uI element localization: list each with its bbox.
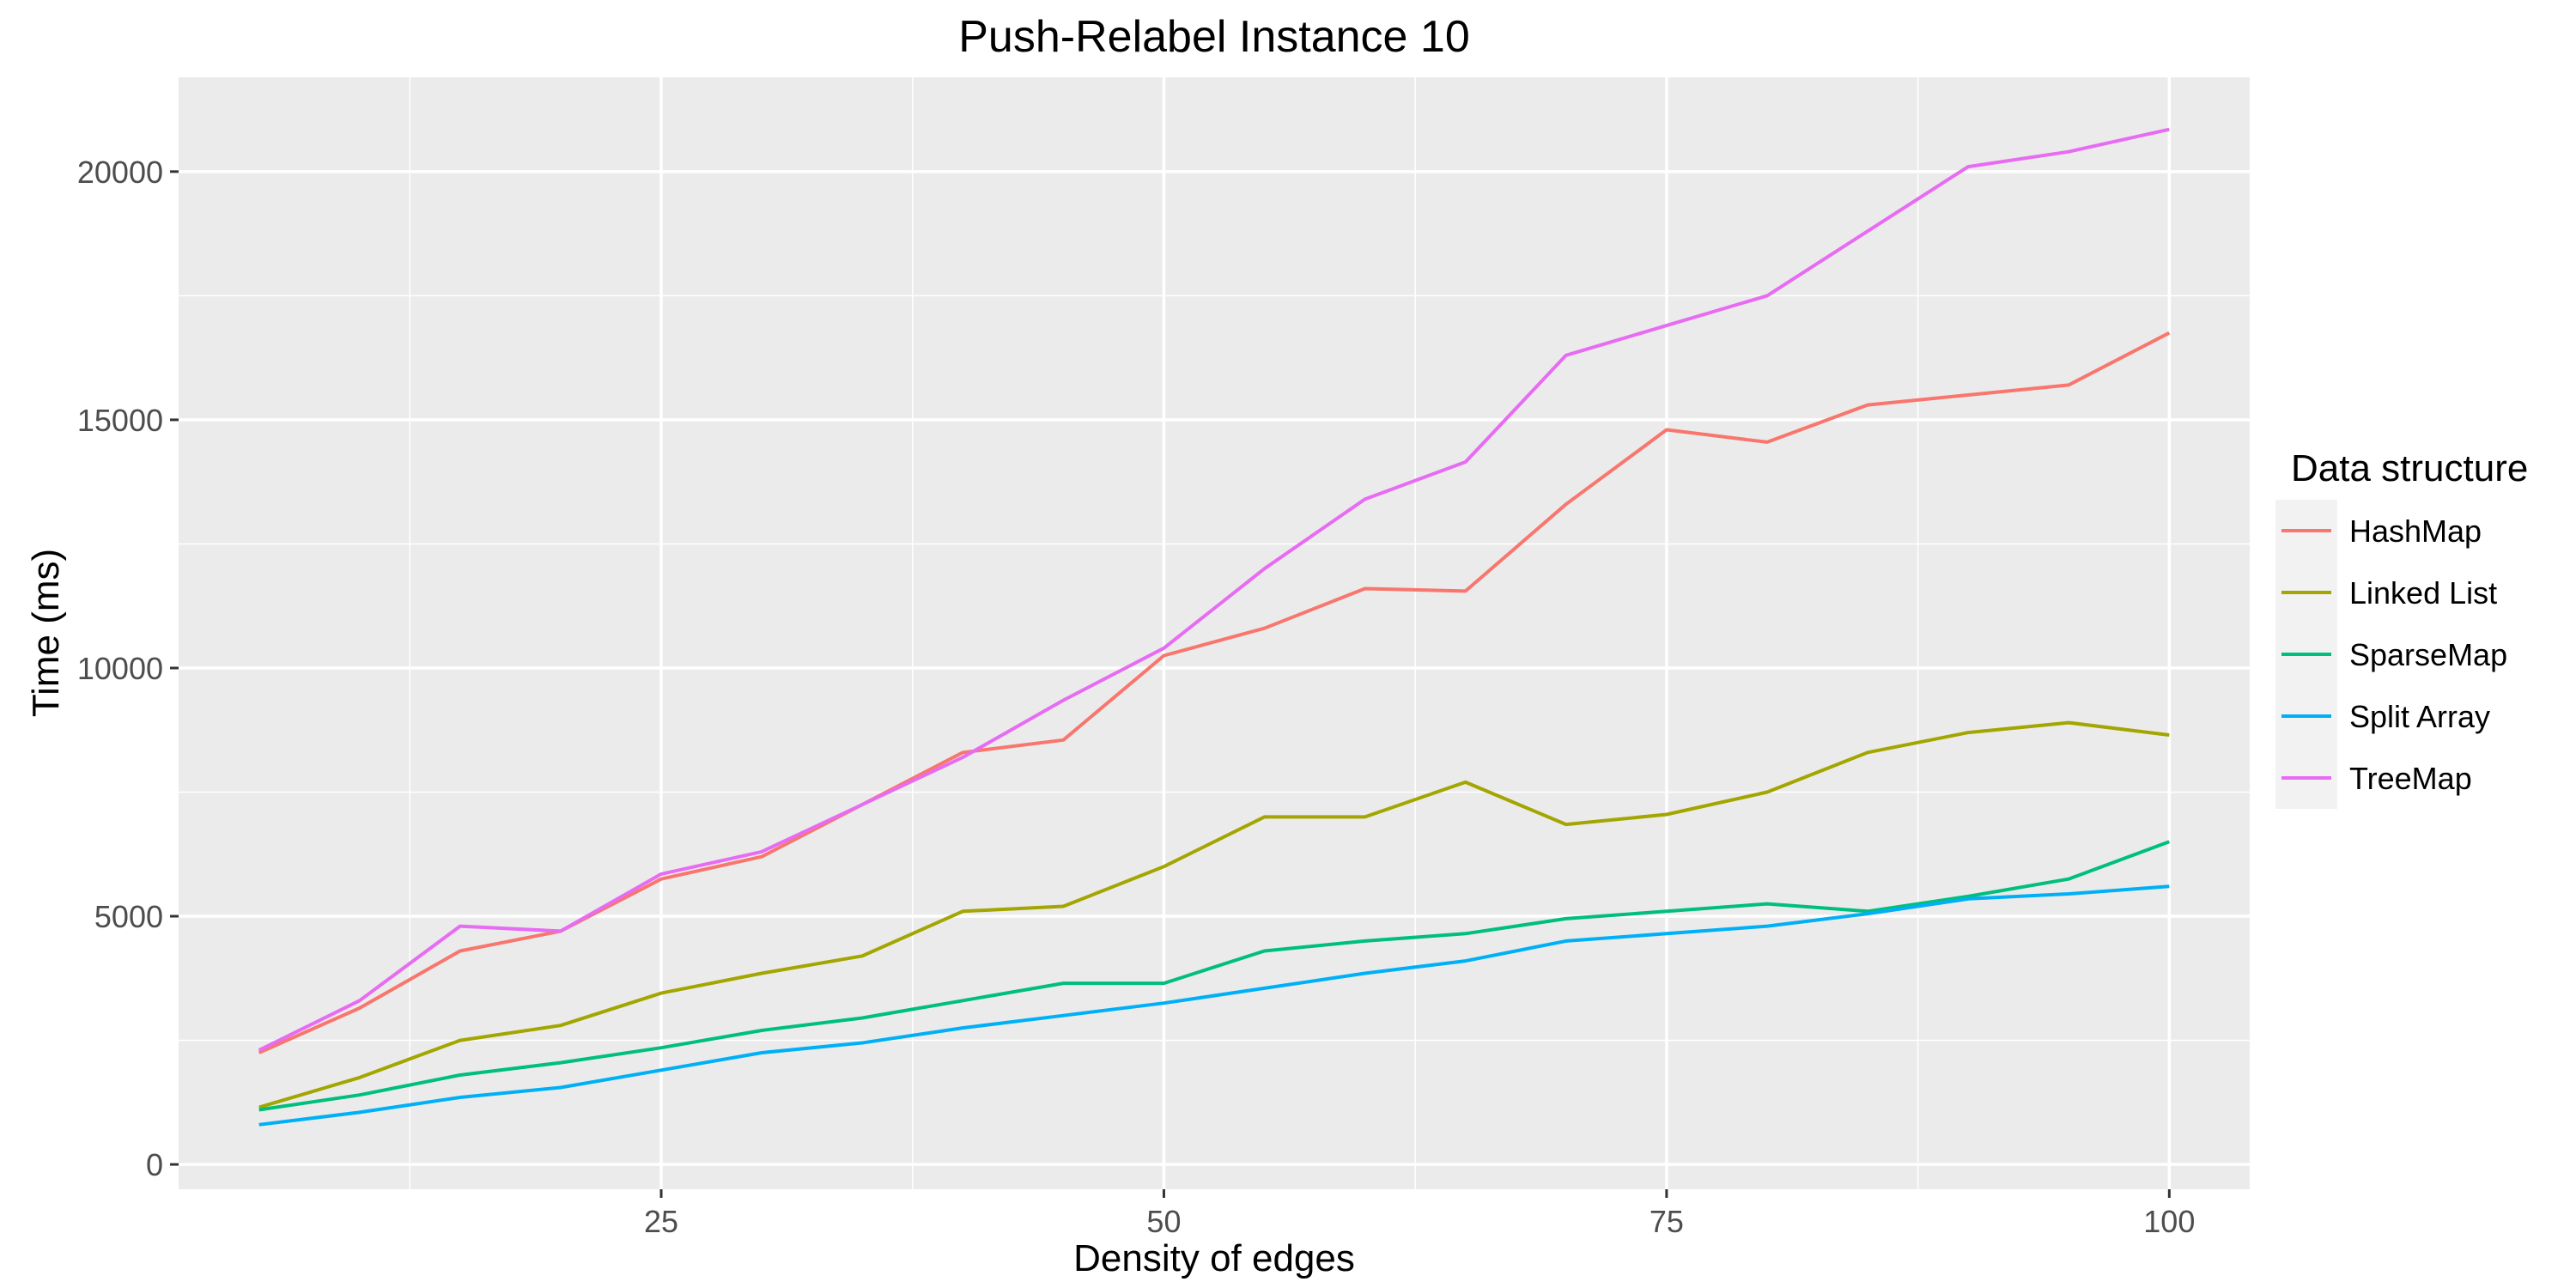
x-tick-label: 25 [644, 1204, 678, 1239]
series-line-treemap [258, 127, 2170, 1052]
legend-label: SparseMap [2349, 637, 2507, 672]
legend-label: HashMap [2349, 513, 2482, 549]
x-axis: 25 50 75 100 [644, 1189, 2195, 1239]
legend-label: TreeMap [2349, 761, 2472, 796]
legend: Data structure HashMap Linked List SparseM… [2275, 447, 2528, 809]
grid-minor [179, 77, 2250, 1189]
x-axis-label: Density of edges [1073, 1237, 1355, 1279]
x-tick-label: 75 [1649, 1204, 1684, 1239]
x-tick-label: 50 [1146, 1204, 1181, 1239]
legend-label: Linked List [2349, 575, 2497, 611]
y-tick-label: 20000 [77, 155, 163, 190]
y-axis: 0 5000 10000 15000 20000 [77, 155, 179, 1182]
y-tick-label: 10000 [77, 651, 163, 686]
y-tick-label: 5000 [94, 899, 163, 934]
series-line-sparsemap [258, 840, 2170, 1112]
grid-major [179, 77, 2250, 1189]
y-tick-label: 0 [146, 1147, 163, 1182]
legend-title: Data structure [2291, 447, 2528, 489]
y-axis-label: Time (ms) [25, 549, 67, 717]
x-tick-label: 100 [2143, 1204, 2195, 1239]
legend-label: Split Array [2349, 699, 2490, 734]
y-tick-label: 15000 [77, 403, 163, 438]
plot-background [179, 77, 2250, 1189]
chart-title: Push-Relabel Instance 10 [958, 12, 1470, 62]
series-line-split-array [258, 884, 2170, 1127]
series-line-linked-list [258, 720, 2170, 1109]
series-lines [258, 127, 2171, 1127]
